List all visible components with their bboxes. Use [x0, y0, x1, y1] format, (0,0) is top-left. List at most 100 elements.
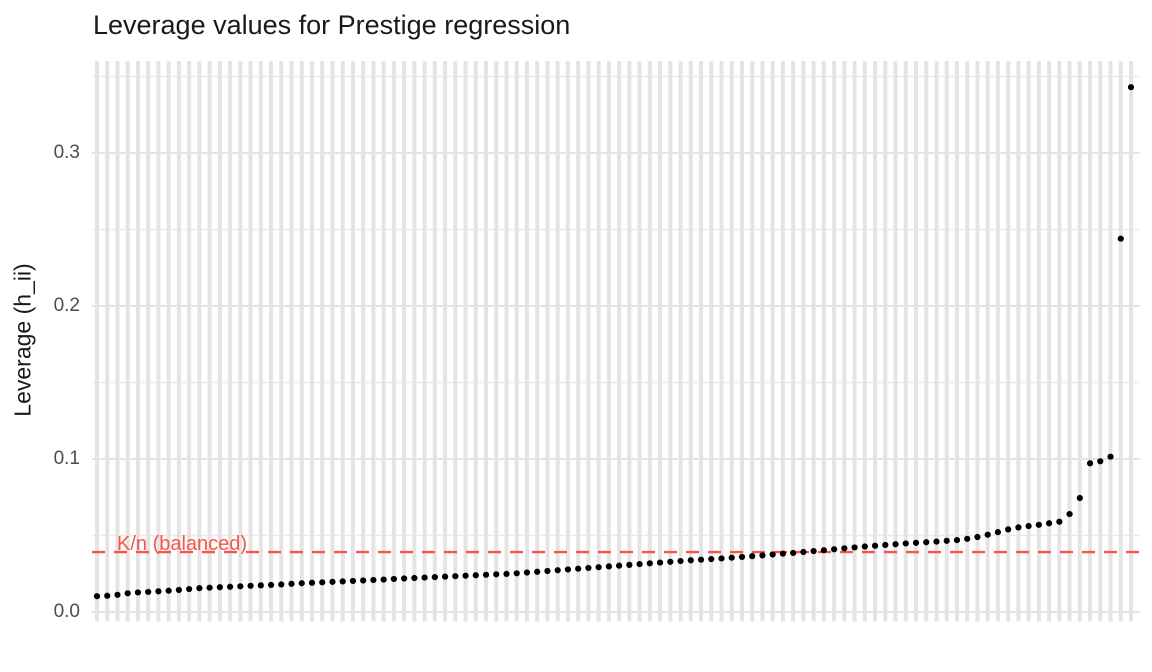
- data-point: [278, 581, 285, 588]
- data-point: [472, 572, 479, 579]
- data-point: [953, 536, 961, 544]
- data-point: [196, 585, 203, 592]
- data-point: [984, 531, 991, 538]
- data-point: [247, 582, 254, 589]
- data-point: [871, 542, 879, 549]
- data-point: [134, 589, 142, 596]
- y-tick-label: 0.2: [53, 295, 80, 316]
- data-point: [114, 591, 121, 598]
- data-point: [912, 539, 920, 546]
- data-point: [523, 569, 531, 576]
- y-tick-label: 0.3: [53, 142, 80, 163]
- data-point: [697, 556, 705, 563]
- data-point: [1015, 524, 1022, 531]
- data-point: [964, 535, 971, 542]
- data-point: [145, 588, 152, 596]
- data-point: [575, 565, 582, 572]
- data-point: [390, 575, 397, 583]
- data-point: [493, 571, 500, 578]
- data-point: [1086, 460, 1094, 467]
- data-point: [810, 548, 817, 555]
- data-point: [1025, 522, 1032, 530]
- data-point: [349, 577, 357, 585]
- data-point: [974, 533, 981, 541]
- data-point: [411, 574, 418, 582]
- data-point: [851, 544, 858, 551]
- data-point: [820, 547, 827, 554]
- data-point: [841, 545, 848, 552]
- data-point: [554, 567, 561, 574]
- data-point: [155, 588, 162, 595]
- data-point: [646, 560, 653, 567]
- data-point: [1056, 518, 1063, 525]
- data-point: [800, 548, 807, 556]
- data-point: [206, 584, 213, 591]
- data-point: [431, 574, 438, 581]
- data-point: [370, 576, 377, 584]
- data-point: [687, 557, 694, 564]
- data-point: [534, 568, 541, 575]
- data-point: [1005, 526, 1012, 533]
- data-point: [441, 573, 449, 580]
- data-point: [298, 580, 305, 587]
- data-point: [861, 543, 868, 550]
- data-point: [605, 563, 612, 570]
- data-point: [360, 577, 367, 584]
- data-point: [401, 575, 408, 582]
- data-point: [452, 573, 459, 580]
- data-point: [421, 574, 428, 581]
- data-point: [790, 549, 797, 557]
- data-point: [1076, 494, 1083, 502]
- data-point: [1127, 84, 1135, 91]
- data-point: [544, 567, 551, 575]
- data-point: [677, 557, 684, 565]
- y-tick-label: 0.1: [53, 448, 80, 469]
- y-tick-label: 0.0: [53, 601, 80, 622]
- data-point: [708, 555, 715, 563]
- data-point: [656, 559, 664, 566]
- data-point: [1097, 458, 1104, 465]
- data-point: [1035, 521, 1042, 528]
- data-point: [226, 583, 234, 590]
- data-point: [1045, 520, 1053, 527]
- data-point: [288, 580, 295, 587]
- reference-line-label: K/n (balanced): [117, 533, 248, 555]
- data-point: [308, 579, 316, 586]
- data-point: [267, 581, 275, 589]
- vertical-gridlines-layer: [95, 61, 1133, 622]
- chart-title: Leverage values for Prestige regression: [93, 10, 571, 40]
- data-point: [933, 538, 940, 545]
- data-point: [124, 590, 131, 597]
- data-point: [616, 562, 623, 569]
- data-point: [667, 558, 674, 565]
- data-point: [165, 587, 172, 594]
- data-point: [1066, 510, 1073, 518]
- data-point: [175, 586, 183, 594]
- data-point: [186, 585, 193, 593]
- data-point: [943, 537, 950, 544]
- data-point: [503, 570, 510, 578]
- data-point: [482, 571, 490, 578]
- data-point: [892, 541, 899, 548]
- data-point: [749, 553, 756, 560]
- data-point: [93, 593, 101, 600]
- data-point: [216, 584, 223, 591]
- data-point: [513, 570, 520, 577]
- data-point: [1107, 453, 1114, 460]
- data-point: [339, 578, 346, 585]
- data-point: [738, 553, 746, 561]
- data-point: [595, 564, 602, 571]
- data-point: [237, 583, 244, 590]
- data-point: [319, 579, 326, 586]
- data-point: [994, 529, 1002, 536]
- data-point: [462, 572, 469, 579]
- data-point: [779, 550, 787, 557]
- data-point: [718, 555, 725, 562]
- data-point: [257, 582, 264, 589]
- data-point: [626, 561, 633, 568]
- data-point: [728, 554, 735, 561]
- data-point: [923, 539, 930, 546]
- data-point: [104, 592, 111, 599]
